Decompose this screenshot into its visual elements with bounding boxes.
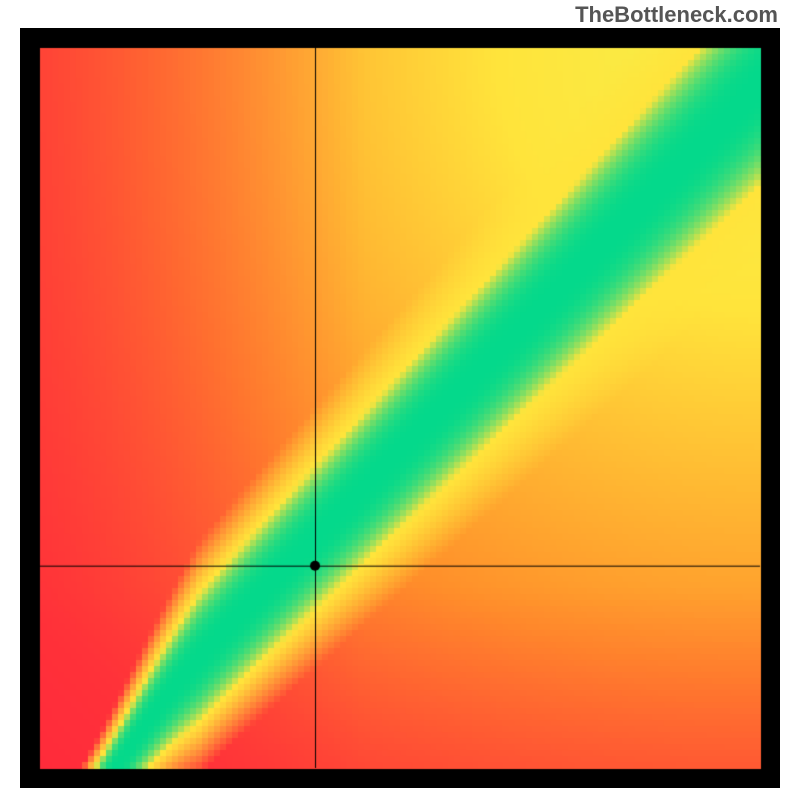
heatmap-canvas <box>20 28 780 788</box>
watermark-text: TheBottleneck.com <box>575 2 778 28</box>
plot-frame <box>20 28 780 788</box>
chart-container: TheBottleneck.com <box>0 0 800 800</box>
